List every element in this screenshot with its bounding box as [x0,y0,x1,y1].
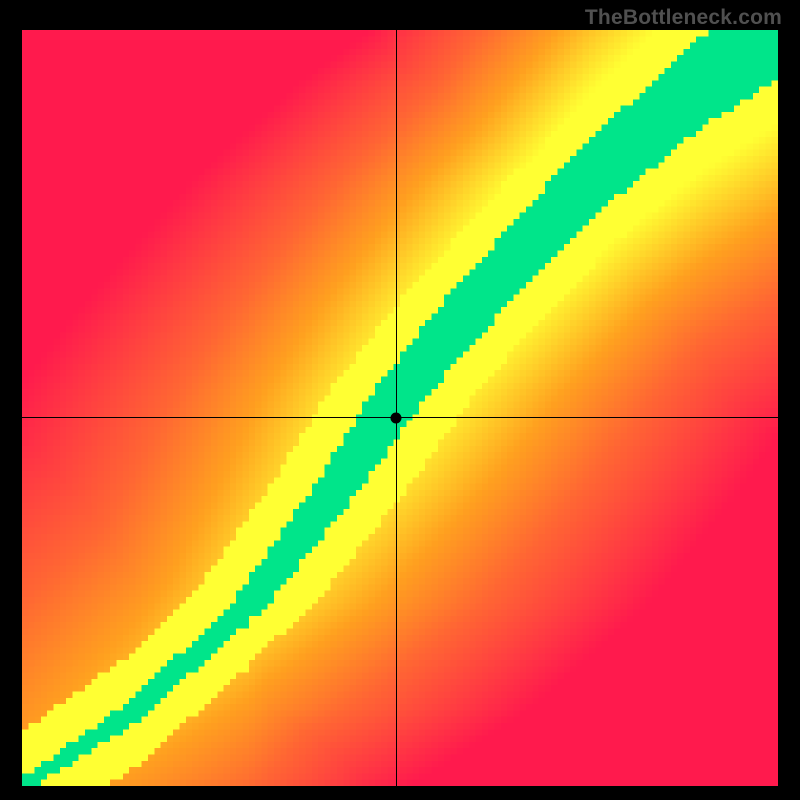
selection-marker [391,412,402,423]
crosshair-vertical [396,30,397,786]
bottleneck-heatmap [22,30,778,786]
plot-area [22,30,778,786]
chart-container: { "watermark": { "text": "TheBottleneck.… [0,0,800,800]
watermark-text: TheBottleneck.com [585,6,782,30]
